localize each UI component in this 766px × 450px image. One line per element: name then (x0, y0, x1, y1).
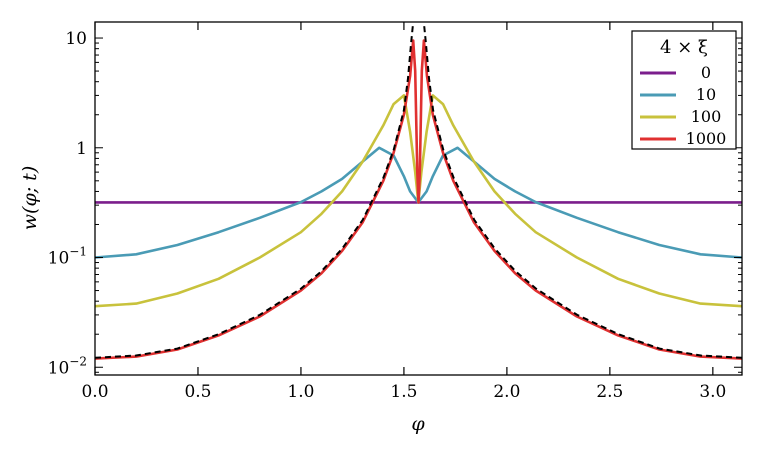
x-tick-label: 1.5 (390, 382, 417, 402)
reference-curve-right (422, 22, 742, 359)
legend-label-1000: 1000 (686, 129, 727, 148)
x-axis-label: φ (411, 413, 425, 435)
x-tick-label: 2.0 (493, 382, 520, 402)
legend-box (631, 30, 737, 150)
series-line-1000 (95, 39, 742, 360)
x-tick-label: 2.5 (596, 382, 623, 402)
legend-label-100: 100 (691, 107, 722, 126)
series-layer (95, 22, 742, 360)
x-tick-label: 1.0 (287, 382, 314, 402)
legend-title: 4 × ξ (660, 37, 708, 58)
x-tick-label: 0.5 (184, 382, 211, 402)
reference-curve-left (95, 22, 415, 359)
legend-label-10: 10 (696, 85, 716, 104)
y-tick-label: 10 (65, 29, 87, 49)
x-tick-label: 0.0 (81, 382, 108, 402)
legend: 4 × ξ 0 10 100 1000 (631, 30, 737, 150)
legend-label-0: 0 (701, 63, 711, 82)
y-tick-label: 10−1 (48, 245, 87, 269)
x-tick-label: 3.0 (699, 382, 726, 402)
ticks-layer: 0.0 0.5 1.0 1.5 2.0 2.5 3.0 10−2 10−1 1 10 (48, 22, 742, 402)
plot-frame (94, 21, 743, 376)
y-tick-label: 10−2 (48, 354, 87, 378)
y-axis-label: w(φ; t) (19, 166, 41, 230)
y-tick-label: 1 (76, 139, 87, 159)
